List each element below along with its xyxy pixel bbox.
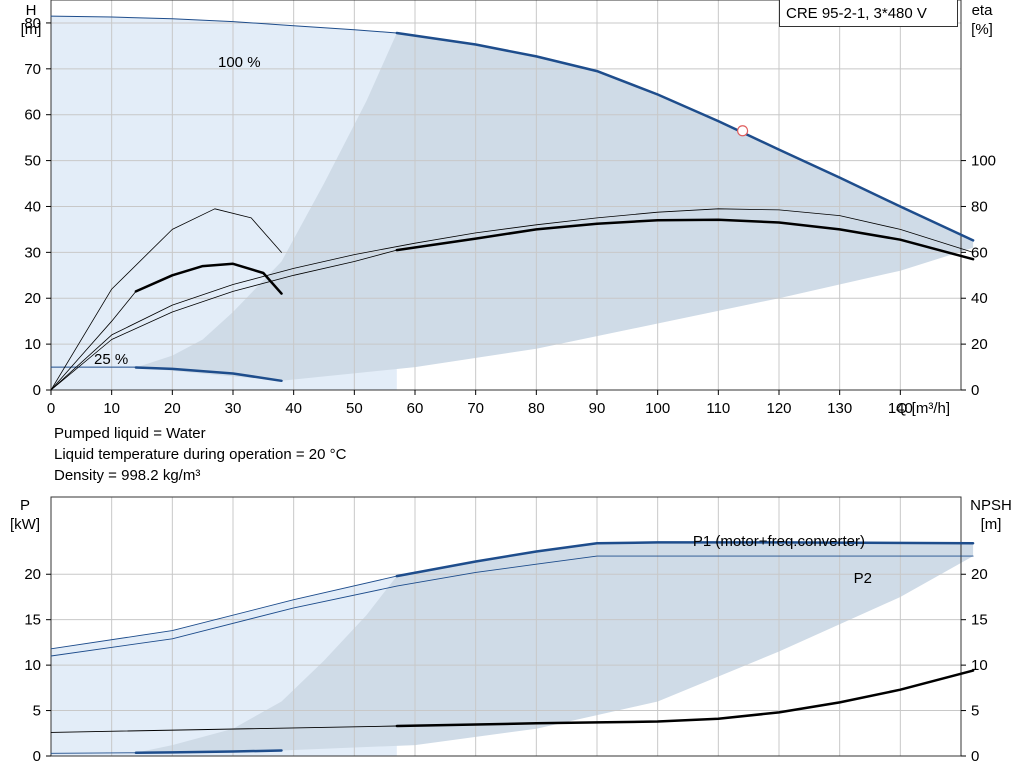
tick-label-npsh: 0 <box>971 748 979 765</box>
annotation-25-percent: 25 % <box>94 351 128 368</box>
tick-label-npsh: 20 <box>971 566 988 583</box>
tick-label-eta: 20 <box>971 336 988 353</box>
curve-eta-pump-max <box>50 208 974 391</box>
curve-p1-thin <box>50 575 398 650</box>
duty-point-marker <box>736 125 749 137</box>
region-operating-bottom <box>135 543 974 753</box>
y-right-label-eta: eta <box>972 2 994 19</box>
chart-title: CRE 95-2-1, 3*480 V <box>779 0 958 27</box>
curve-pmin-thin <box>50 752 137 754</box>
curve-npsh-thin <box>50 725 398 733</box>
frame-top <box>50 0 962 391</box>
tick-label-q: 70 <box>467 400 484 417</box>
info-pumped-liquid: Pumped liquid = Water <box>54 425 206 442</box>
tick-label-q: 140 <box>888 400 913 417</box>
tick-label-eta: 0 <box>971 382 979 399</box>
y-left-label-p: P <box>20 497 30 514</box>
curve-head-max <box>395 31 975 242</box>
tick-label-npsh: 10 <box>971 657 988 674</box>
tick-label-eta: 80 <box>971 198 988 215</box>
y-left-label-h: H <box>26 2 37 19</box>
tick-label-p: 15 <box>24 612 41 629</box>
tick-label-h: 60 <box>24 107 41 124</box>
tick-label-q: 50 <box>346 400 363 417</box>
y-right-unit-npsh: [m] <box>981 516 1002 533</box>
label-p2: P2 <box>854 570 872 587</box>
info-liquid-temperature: Liquid temperature during operation = 20… <box>54 446 347 463</box>
tick-label-eta: 100 <box>971 153 996 170</box>
tick-label-p: 0 <box>33 748 41 765</box>
y-right-label-npsh: NPSH <box>970 497 1012 514</box>
tick-label-p: 5 <box>33 703 41 720</box>
y-left-unit-h: [m] <box>21 21 42 38</box>
tick-label-q: 130 <box>827 400 852 417</box>
tick-label-h: 40 <box>24 198 41 215</box>
curve-p1-bold <box>395 541 975 578</box>
frame-bottom <box>50 496 962 757</box>
y-right-unit-eta: [%] <box>971 21 993 38</box>
tick-label-q: 40 <box>285 400 302 417</box>
tick-label-q: 110 <box>706 400 730 417</box>
curve-head-min-bold <box>134 366 283 383</box>
x-axis-label: Q [m³/h] <box>896 400 950 417</box>
tick-label-h: 10 <box>24 336 41 353</box>
tick-label-q: 10 <box>103 400 120 417</box>
tick-label-npsh: 5 <box>971 703 979 720</box>
info-density: Density = 998.2 kg/m³ <box>54 467 201 484</box>
tick-label-q: 30 <box>225 400 242 417</box>
tick-label-q: 0 <box>47 400 55 417</box>
tick-label-h: 30 <box>24 244 41 261</box>
tick-label-q: 100 <box>645 400 670 417</box>
tick-label-q: 90 <box>589 400 606 417</box>
tick-label-q: 60 <box>407 400 424 417</box>
curve-pmin-bold <box>134 749 283 755</box>
curve-eta-total-max-thin <box>50 249 398 391</box>
label-p1: P1 (motor+freq.converter) <box>693 533 865 550</box>
y-left-unit-p: [kW] <box>10 516 40 533</box>
tick-label-q: 80 <box>528 400 545 417</box>
curve-eta-total-max <box>395 218 975 261</box>
curve-head-max-light <box>50 15 398 34</box>
tick-label-q: 120 <box>766 400 791 417</box>
tick-label-p: 10 <box>24 657 41 674</box>
tick-label-q: 20 <box>164 400 181 417</box>
annotation-100-percent: 100 % <box>218 54 261 71</box>
curve-eta-total-min-thin <box>50 290 137 391</box>
tick-label-p: 20 <box>24 566 41 583</box>
curve-npsh-bold <box>395 669 975 728</box>
tick-label-h: 20 <box>24 290 41 307</box>
curve-eta-pump-min-thin <box>50 208 282 391</box>
tick-label-h: 70 <box>24 61 41 78</box>
tick-label-h: 0 <box>33 382 41 399</box>
curve-p2-thin <box>50 555 974 657</box>
tick-label-eta: 60 <box>971 244 988 261</box>
tick-label-npsh: 15 <box>971 612 988 629</box>
tick-label-eta: 40 <box>971 290 988 307</box>
tick-label-h: 50 <box>24 153 41 170</box>
curve-eta-total-min-bold <box>134 262 283 295</box>
tick-label-h: 80 <box>24 15 41 32</box>
